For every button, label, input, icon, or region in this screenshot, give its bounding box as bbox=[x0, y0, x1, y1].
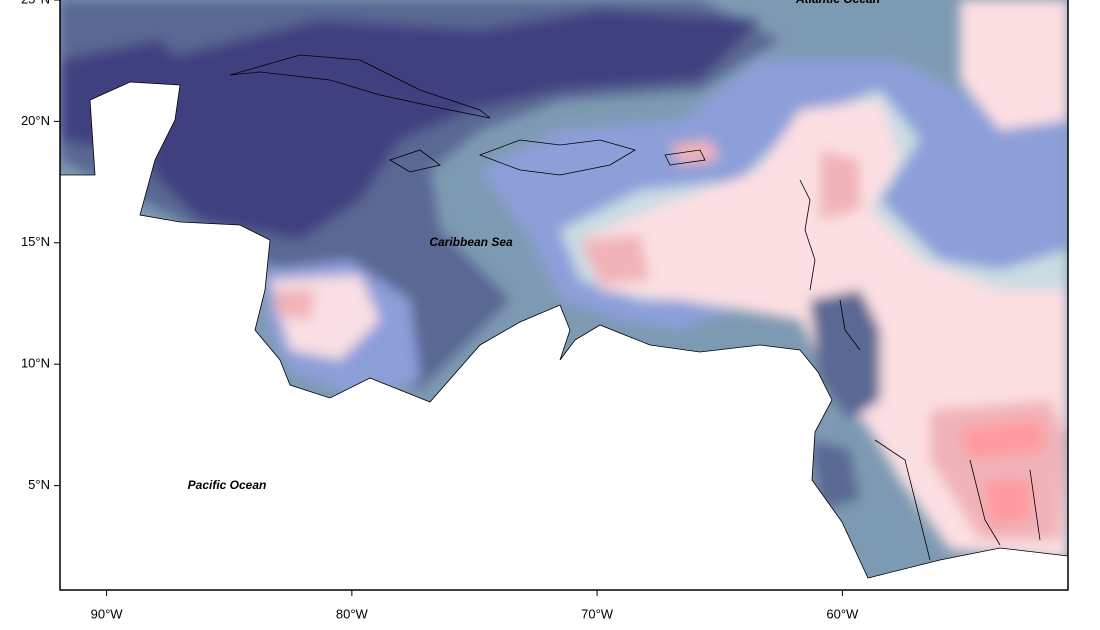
x-tick-label: 70°W bbox=[581, 606, 614, 621]
y-tick-label: 25°N bbox=[21, 0, 50, 6]
y-tick-label: 20°N bbox=[21, 113, 50, 128]
x-tick-label: 90°W bbox=[91, 606, 124, 621]
y-tick-label: 15°N bbox=[21, 234, 50, 249]
x-tick-label: 80°W bbox=[336, 606, 369, 621]
sea-label: Atlantic Ocean bbox=[795, 0, 880, 6]
sea-label: Pacific Ocean bbox=[188, 478, 267, 492]
y-tick-label: 10°N bbox=[21, 356, 50, 371]
frame bbox=[59, 0, 1069, 591]
x-tick-label: 60°W bbox=[826, 606, 859, 621]
field bbox=[60, 0, 1068, 590]
y-tick-label: 5°N bbox=[28, 477, 50, 492]
coastlines bbox=[229, 54, 1041, 561]
land bbox=[60, 81, 1068, 590]
contours bbox=[60, 0, 1068, 580]
sea-label: Caribbean Sea bbox=[429, 235, 513, 249]
